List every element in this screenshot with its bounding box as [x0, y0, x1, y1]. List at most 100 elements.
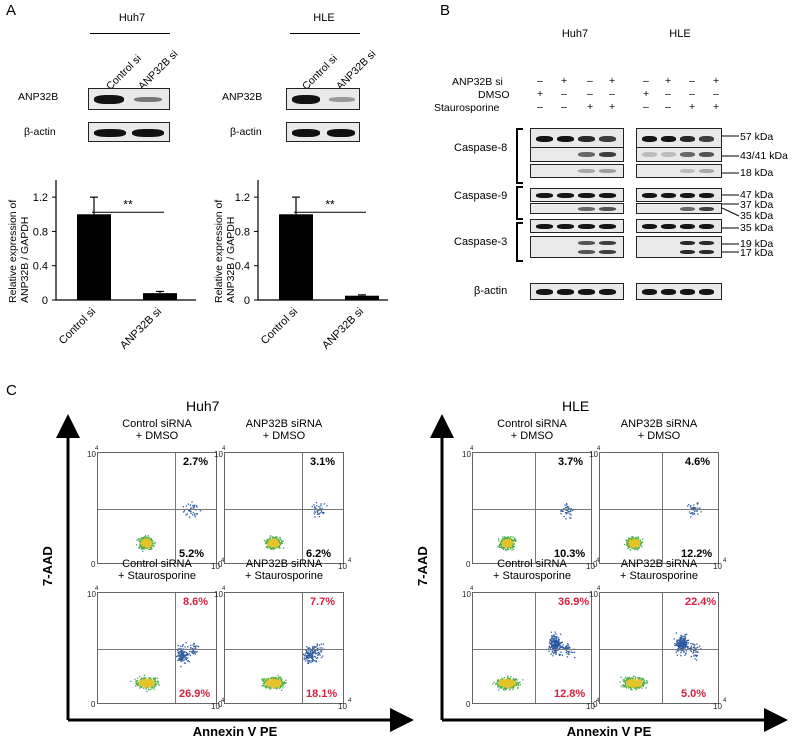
- fc-event: [636, 545, 638, 547]
- fc-event: [139, 544, 141, 546]
- fc-event: [561, 510, 563, 512]
- fc-event: [686, 640, 688, 642]
- fc-event: [194, 514, 196, 516]
- fc-event: [567, 512, 569, 514]
- fc-event: [550, 631, 552, 633]
- fc-event: [508, 683, 510, 685]
- fc-event: [498, 685, 500, 687]
- fc-event: [272, 686, 274, 688]
- fc-event: [271, 684, 274, 686]
- kda-19: 19 kDa: [740, 238, 774, 250]
- fc-event: [146, 679, 148, 681]
- fc-event: [565, 518, 567, 520]
- fc-event: [567, 646, 570, 648]
- fc-event: [199, 510, 202, 512]
- fc-event: [302, 653, 305, 656]
- fc-event: [637, 538, 640, 540]
- fc-event: [638, 679, 640, 681]
- fc-event: [681, 643, 683, 646]
- fc-event: [142, 680, 144, 683]
- fc-event: [561, 654, 563, 656]
- fc-event: [627, 545, 629, 547]
- fc-tick-x10: 10: [713, 702, 722, 711]
- fc-event: [562, 646, 565, 649]
- fc-condition-line1: Control siRNA: [122, 418, 192, 430]
- fc-event: [150, 682, 153, 684]
- caspase-band: [680, 223, 695, 229]
- fc-event: [139, 684, 141, 686]
- fc-event: [506, 685, 508, 687]
- fc-event: [137, 539, 139, 541]
- fc-event: [565, 648, 567, 650]
- fc-event: [192, 649, 194, 651]
- fc-event: [550, 643, 552, 645]
- fc-event: [561, 641, 563, 643]
- fc-event: [635, 542, 638, 544]
- fc-event: [500, 546, 502, 549]
- fc-event: [179, 658, 181, 660]
- significance-stars-1: **: [325, 197, 335, 211]
- fc-event: [514, 681, 516, 683]
- fc-event: [177, 655, 179, 657]
- fc-event: [566, 646, 568, 649]
- fc-event: [282, 687, 284, 689]
- fc-event: [309, 650, 311, 652]
- fc-event: [503, 688, 506, 690]
- fc-event: [180, 653, 182, 655]
- fc-event: [630, 683, 632, 685]
- fc-event: [148, 682, 150, 684]
- fc-event: [305, 660, 307, 662]
- fc-event: [510, 535, 512, 538]
- fc-tick-y10-exp: 4: [597, 446, 601, 452]
- fc-event: [148, 540, 150, 542]
- fc-event: [269, 685, 271, 687]
- fc-event: [500, 686, 502, 688]
- fc-event: [551, 651, 554, 653]
- fc-event: [626, 681, 628, 683]
- fc-tick-x10: 10: [586, 702, 595, 711]
- fc-event: [498, 546, 501, 549]
- fc-event: [693, 651, 695, 653]
- fc-event: [691, 643, 694, 645]
- fc-event: [148, 538, 150, 541]
- fc-event: [276, 684, 278, 687]
- fc-event: [637, 548, 639, 550]
- fc-event: [268, 543, 270, 545]
- fc-event: [311, 657, 314, 659]
- fc-event: [631, 684, 633, 686]
- fc-event: [556, 638, 558, 640]
- fc-event: [185, 656, 187, 658]
- caspase-blot-strip: [530, 203, 624, 214]
- fc-event: [507, 678, 509, 680]
- fc-event: [270, 543, 273, 546]
- fc-event: [673, 638, 675, 640]
- fc-event: [278, 541, 281, 543]
- fc-event: [512, 540, 514, 542]
- fc-event: [640, 681, 642, 683]
- fc-event: [560, 651, 562, 653]
- fc-event: [262, 680, 264, 682]
- fc-condition-line2: + DMSO: [262, 430, 306, 442]
- fc-scatter: [261, 643, 325, 691]
- fc-condition-line1: ANP32B siRNA: [245, 418, 323, 430]
- fc-event: [516, 679, 518, 681]
- fc-event: [641, 679, 643, 681]
- caspase-band: [599, 288, 616, 295]
- fc-event: [554, 644, 557, 646]
- fc-event: [506, 549, 508, 551]
- fc-event: [182, 506, 184, 508]
- fc-event: [552, 640, 554, 642]
- fc-event: [139, 680, 141, 682]
- fc-event: [279, 542, 281, 544]
- fc-event: [316, 647, 318, 650]
- fc-tick-x10-exp: 4: [221, 558, 225, 564]
- fc-event: [269, 538, 271, 541]
- fc-event: [501, 679, 503, 682]
- fc-event: [154, 677, 156, 679]
- fc-event: [194, 653, 196, 655]
- fc-event: [507, 547, 509, 549]
- fc-event: [151, 683, 153, 685]
- fc-event: [281, 685, 283, 687]
- fc-event: [187, 654, 189, 656]
- caspase-band: [642, 223, 657, 229]
